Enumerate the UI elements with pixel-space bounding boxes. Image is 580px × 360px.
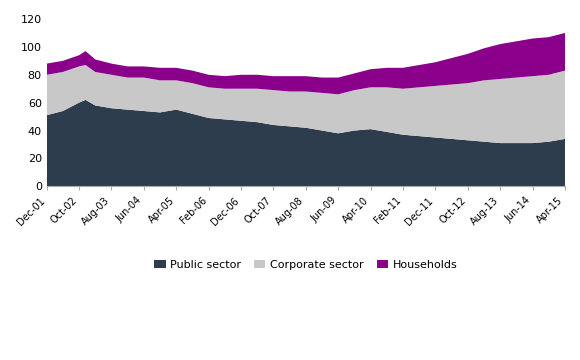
Legend: Public sector, Corporate sector, Households: Public sector, Corporate sector, Househo… (150, 256, 462, 274)
